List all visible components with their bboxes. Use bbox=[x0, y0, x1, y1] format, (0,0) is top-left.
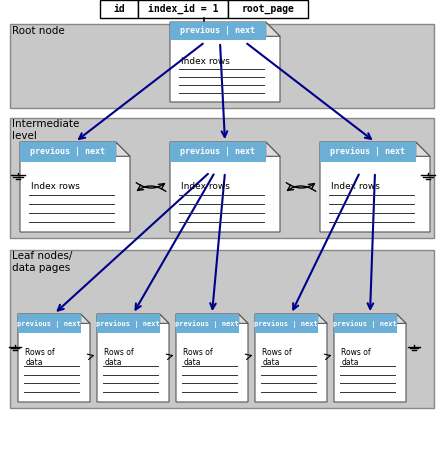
FancyBboxPatch shape bbox=[320, 142, 416, 162]
Text: Intermediate
level: Intermediate level bbox=[12, 119, 79, 140]
FancyBboxPatch shape bbox=[228, 0, 308, 18]
Polygon shape bbox=[266, 22, 280, 36]
Text: previous | next: previous | next bbox=[96, 320, 160, 327]
FancyBboxPatch shape bbox=[10, 250, 434, 408]
Text: previous | next: previous | next bbox=[333, 320, 397, 327]
Text: Rows of
data: Rows of data bbox=[262, 347, 292, 367]
Text: previous | next: previous | next bbox=[30, 148, 105, 157]
FancyBboxPatch shape bbox=[176, 314, 238, 333]
Polygon shape bbox=[20, 142, 130, 232]
Text: previous | next: previous | next bbox=[17, 320, 81, 327]
Text: previous | next: previous | next bbox=[175, 320, 239, 327]
FancyBboxPatch shape bbox=[10, 118, 434, 238]
Polygon shape bbox=[97, 314, 169, 402]
FancyBboxPatch shape bbox=[170, 142, 266, 162]
Text: Index rows: Index rows bbox=[31, 182, 80, 191]
Text: Rows of
data: Rows of data bbox=[183, 347, 213, 367]
Text: Index rows: Index rows bbox=[331, 182, 380, 191]
Polygon shape bbox=[176, 314, 248, 402]
Polygon shape bbox=[317, 314, 327, 323]
FancyBboxPatch shape bbox=[334, 314, 396, 333]
Text: previous | next: previous | next bbox=[330, 148, 405, 157]
FancyBboxPatch shape bbox=[18, 314, 81, 333]
FancyBboxPatch shape bbox=[97, 314, 160, 333]
Text: Rows of
data: Rows of data bbox=[104, 347, 134, 367]
Polygon shape bbox=[238, 314, 248, 323]
Polygon shape bbox=[170, 142, 280, 232]
Polygon shape bbox=[255, 314, 327, 402]
Text: previous | next: previous | next bbox=[180, 26, 255, 35]
Text: previous | next: previous | next bbox=[180, 148, 255, 157]
Polygon shape bbox=[81, 314, 90, 323]
Polygon shape bbox=[320, 142, 430, 232]
Polygon shape bbox=[116, 142, 130, 156]
FancyBboxPatch shape bbox=[138, 0, 228, 18]
Text: index_id = 1: index_id = 1 bbox=[148, 4, 218, 14]
Text: previous | next: previous | next bbox=[254, 320, 318, 327]
Text: Index rows: Index rows bbox=[181, 182, 230, 191]
Polygon shape bbox=[266, 142, 280, 156]
Text: id: id bbox=[113, 4, 125, 14]
Text: Leaf nodes/
data pages: Leaf nodes/ data pages bbox=[12, 251, 72, 273]
Text: Rows of
data: Rows of data bbox=[25, 347, 55, 367]
Text: root_page: root_page bbox=[242, 4, 294, 14]
Text: Index rows: Index rows bbox=[181, 57, 230, 66]
FancyBboxPatch shape bbox=[10, 24, 434, 108]
Polygon shape bbox=[396, 314, 406, 323]
FancyBboxPatch shape bbox=[170, 22, 266, 40]
Text: Root node: Root node bbox=[12, 26, 65, 36]
FancyBboxPatch shape bbox=[20, 142, 116, 162]
Polygon shape bbox=[334, 314, 406, 402]
Polygon shape bbox=[416, 142, 430, 156]
Polygon shape bbox=[18, 314, 90, 402]
Polygon shape bbox=[160, 314, 169, 323]
FancyBboxPatch shape bbox=[255, 314, 317, 333]
Text: Rows of
data: Rows of data bbox=[341, 347, 371, 367]
Polygon shape bbox=[170, 22, 280, 102]
FancyBboxPatch shape bbox=[100, 0, 138, 18]
